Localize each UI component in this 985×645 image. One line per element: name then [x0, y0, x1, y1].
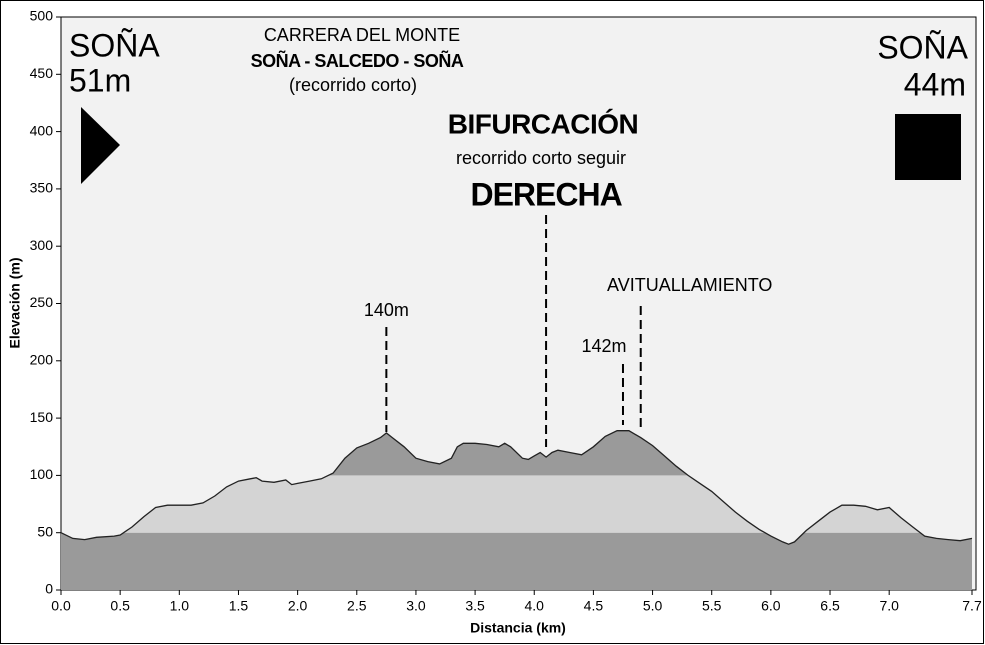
marker-label: 140m [364, 300, 409, 320]
junction-text: recorrido corto seguir [456, 148, 626, 168]
x-tick-label: 5.0 [643, 598, 663, 614]
marker-label: DERECHA [470, 176, 622, 212]
x-tick-label: 7.7 [962, 598, 982, 614]
x-tick-label: 1.0 [170, 598, 190, 614]
marker-label: 142m [581, 336, 626, 356]
y-tick-label: 100 [30, 466, 54, 482]
subtitle-note: (recorrido corto) [289, 75, 417, 95]
x-tick-label: 2.0 [288, 598, 308, 614]
band-low [61, 532, 972, 590]
x-tick-label: 6.0 [761, 598, 781, 614]
x-tick-label: 4.0 [525, 598, 545, 614]
y-tick-label: 450 [30, 65, 54, 81]
x-tick-label: 2.5 [347, 598, 367, 614]
finish-flag [895, 114, 961, 180]
x-tick-label: 6.5 [820, 598, 840, 614]
x-tick-label: 0.0 [51, 598, 71, 614]
x-tick-label: 3.5 [465, 598, 485, 614]
x-axis-title: Distancia (km) [470, 620, 566, 636]
y-tick-label: 150 [30, 409, 54, 425]
y-tick-label: 400 [30, 122, 54, 138]
junction-title: BIFURCACIÓN [448, 108, 639, 139]
start-arrow [81, 107, 120, 184]
x-tick-label: 5.5 [702, 598, 722, 614]
x-tick-label: 0.5 [110, 598, 130, 614]
y-tick-label: 500 [30, 8, 54, 24]
x-tick-label: 7.0 [879, 598, 899, 614]
finish-elevation: 44m [904, 66, 966, 102]
y-tick-label: 350 [30, 180, 54, 196]
y-tick-label: 200 [30, 352, 54, 368]
y-tick-label: 50 [37, 523, 53, 539]
y-tick-label: 250 [30, 294, 54, 310]
y-tick-label: 300 [30, 237, 54, 253]
subtitle: SOÑA - SALCEDO - SOÑA [251, 50, 464, 71]
x-tick-label: 1.5 [229, 598, 249, 614]
marker-label: AVITUALLAMIENTO [607, 275, 772, 295]
profile-line [60, 430, 973, 545]
start-elevation: 51m [69, 62, 131, 98]
x-tick-label: 4.5 [584, 598, 604, 614]
y-axis-title: Elevación (m) [7, 257, 23, 348]
x-tick-label: 3.0 [406, 598, 426, 614]
start-name: SOÑA [69, 27, 160, 63]
y-tick-label: 0 [45, 581, 53, 597]
finish-name: SOÑA [877, 29, 968, 65]
title: CARRERA DEL MONTE [264, 25, 460, 45]
